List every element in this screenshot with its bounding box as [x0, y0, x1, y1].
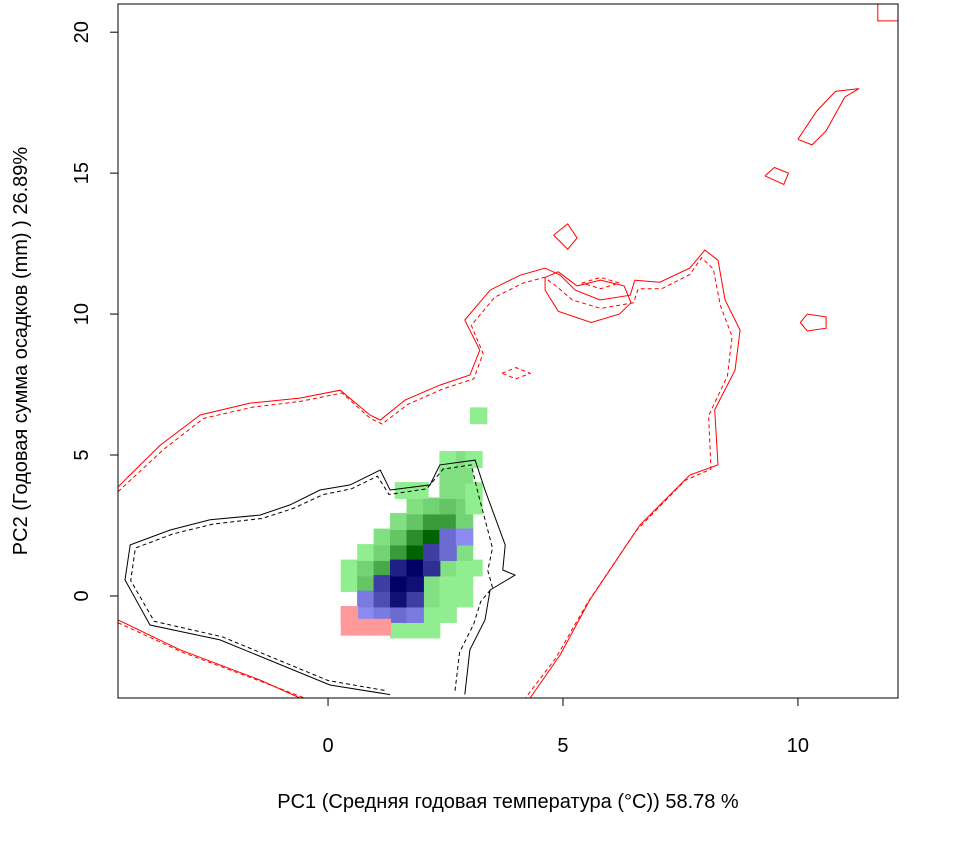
density-tile [439, 544, 457, 561]
y-tick-label: 0 [71, 590, 93, 601]
density-tile [406, 606, 424, 623]
density-tile [455, 590, 474, 608]
y-tick-label: 10 [71, 303, 93, 325]
density-tile [439, 528, 457, 546]
density-tile [439, 513, 457, 530]
density-tile [439, 575, 457, 592]
density-tile [422, 497, 441, 515]
density-tile [422, 606, 441, 623]
contour-line [799, 313, 827, 332]
contours [118, 4, 898, 698]
density-tile [465, 482, 483, 499]
density-tile [406, 621, 424, 639]
density-tile [465, 451, 483, 468]
density-tile [439, 497, 457, 515]
density-tile [373, 590, 392, 608]
density-tile [373, 544, 392, 561]
density-tile [390, 513, 408, 530]
density-tile [455, 466, 474, 484]
density-tile [406, 559, 424, 577]
contour-line [877, 4, 898, 22]
density-tile [357, 590, 375, 608]
density-tile [439, 590, 457, 608]
contour-line [124, 459, 517, 696]
density-tile [340, 575, 359, 592]
density-tile [439, 606, 457, 623]
density-tile [422, 528, 441, 546]
density-tile [390, 621, 408, 639]
density-tile [406, 575, 424, 592]
density-tiles [340, 407, 488, 639]
density-tile [357, 544, 375, 561]
density-tile [406, 544, 424, 561]
density-tile [373, 559, 392, 577]
density-tile [469, 407, 488, 425]
contour-line [553, 223, 578, 250]
density-tile [439, 482, 457, 499]
density-tile [439, 559, 457, 577]
density-tile [390, 559, 408, 577]
density-tile [422, 590, 441, 608]
density-tile [439, 466, 457, 484]
density-tile [373, 528, 392, 546]
density-tile [422, 559, 441, 577]
x-axis-label: PC1 (Средняя годовая температура (°C)) 5… [277, 791, 739, 813]
density-tile [394, 482, 413, 499]
density-tile [390, 528, 408, 546]
density-tile [357, 606, 375, 623]
density-tile [411, 482, 429, 499]
y-tick-label: 15 [71, 162, 93, 184]
density-tile [422, 621, 441, 639]
density-tile [357, 575, 375, 592]
y-tick-label: 20 [71, 21, 93, 43]
density-tile [406, 513, 424, 530]
density-tile [455, 528, 474, 546]
contour-line [764, 166, 790, 186]
density-tile [340, 606, 359, 623]
density-tile [373, 575, 392, 592]
density-tile [373, 606, 392, 623]
density-tile [422, 513, 441, 530]
density-tile [455, 575, 474, 592]
x-tick-label: 5 [557, 735, 568, 757]
contour-line [544, 271, 632, 324]
plot-frame [117, 3, 899, 699]
density-tile [422, 575, 441, 592]
contour-line [118, 622, 305, 698]
density-tile [406, 497, 424, 515]
density-tile [455, 513, 474, 530]
density-tile [340, 618, 359, 636]
contour-line [118, 619, 301, 698]
contour-line [118, 256, 733, 698]
y-axis-label: PC2 (Годовая сумма осадков (mm) ) 26.89% [10, 147, 32, 556]
density-tile [390, 590, 408, 608]
density-tile [390, 544, 408, 561]
x-tick-label: 10 [787, 735, 809, 757]
density-tile [373, 618, 392, 636]
density-tile [390, 575, 408, 592]
density-tile [357, 559, 375, 577]
density-tile [455, 544, 474, 561]
density-tile [406, 528, 424, 546]
x-tick-label: 0 [322, 735, 333, 757]
contour-line [501, 367, 532, 380]
density-tile [465, 497, 483, 515]
density-tile [390, 606, 408, 623]
density-tile [340, 559, 359, 577]
contour-line [130, 464, 494, 692]
contour-line [797, 88, 860, 146]
y-tick-label: 5 [71, 449, 93, 460]
density-tile [465, 559, 483, 577]
contour-line [118, 249, 741, 698]
density-tile [406, 590, 424, 608]
density-tile [439, 451, 457, 468]
density-tile [357, 618, 375, 636]
density-tile [422, 544, 441, 561]
contour-line [581, 276, 622, 290]
